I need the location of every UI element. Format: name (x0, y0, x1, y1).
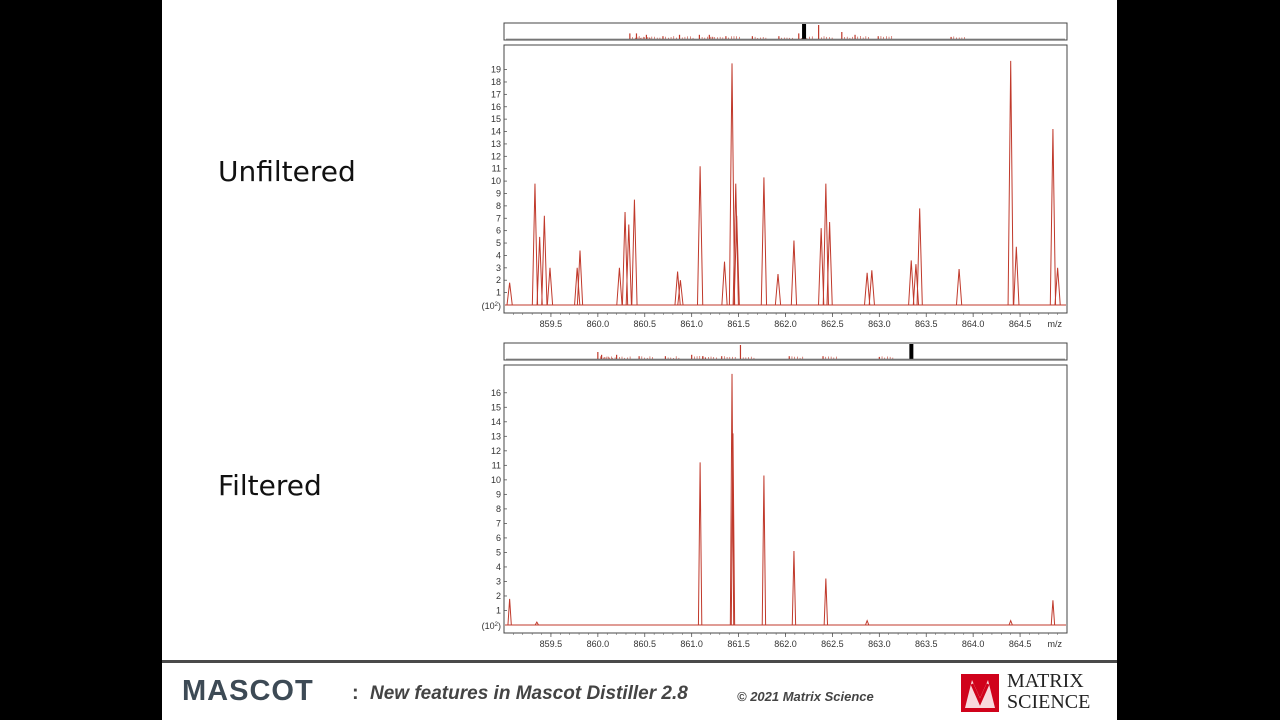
y-tick-label: 19 (491, 65, 501, 75)
mini-profile-frame (504, 23, 1067, 40)
x-axis-label: m/z (1048, 639, 1063, 649)
y-tick-label: 17 (491, 89, 501, 99)
x-tick-label: 862.0 (774, 639, 797, 649)
y-tick-label: 16 (491, 102, 501, 112)
mascot-brand: MASCOT (182, 675, 314, 708)
y-tick-label: 18 (491, 77, 501, 87)
y-tick-label: 5 (496, 547, 501, 557)
y-tick-label: 3 (496, 263, 501, 273)
matrix-science-logo-icon (961, 674, 999, 712)
footer-colon: : (352, 682, 359, 705)
matrix-science-wordmark: MATRIX SCIENCE (1007, 671, 1090, 713)
x-tick-label: 863.5 (915, 319, 938, 329)
plot-frame (504, 45, 1067, 313)
y-tick-label: 1 (496, 605, 501, 615)
y-unit-label: (102) (482, 301, 501, 311)
x-axis-label: m/z (1048, 319, 1063, 329)
footer: MASCOT : New features in Mascot Distille… (162, 660, 1117, 720)
mini-profile-window (909, 344, 913, 359)
y-tick-label: 2 (496, 275, 501, 285)
y-tick-label: 3 (496, 576, 501, 586)
x-tick-label: 863.0 (868, 319, 891, 329)
y-tick-label: 10 (491, 475, 501, 485)
x-tick-label: 863.0 (868, 639, 891, 649)
plot-frame (504, 365, 1067, 633)
y-unit-label: (102) (482, 621, 501, 631)
x-tick-label: 859.5 (540, 639, 563, 649)
y-tick-label: 9 (496, 188, 501, 198)
y-tick-label: 8 (496, 504, 501, 514)
y-tick-label: 4 (496, 562, 501, 572)
y-tick-label: 5 (496, 238, 501, 248)
y-tick-label: 9 (496, 489, 501, 499)
x-tick-label: 861.5 (727, 639, 750, 649)
logo-line-2: SCIENCE (1007, 692, 1090, 713)
slide: Unfiltered Filtered 1 2 3 4 5 6 7 8 9 10 11 12 13 14 1… (162, 0, 1117, 720)
mini-profile-window (802, 24, 806, 39)
x-tick-label: 864.5 (1009, 639, 1032, 649)
footer-title: New features in Mascot Distiller 2.8 (370, 683, 688, 705)
unfiltered-label: Unfiltered (218, 155, 356, 188)
y-tick-label: 11 (492, 460, 501, 470)
unfiltered-spectrum-chart: 12345678910111213141516171819(102)859.5 8… (474, 20, 1074, 332)
x-tick-label: 860.0 (587, 639, 610, 649)
y-tick-label: 1 (496, 288, 501, 298)
y-tick-label: 7 (496, 213, 501, 223)
x-tick-label: 860.0 (587, 319, 610, 329)
y-tick-label: 15 (491, 114, 501, 124)
filtered-spectrum-chart: 12345678910111213141516(102)859.5 860.0 86… (474, 340, 1074, 652)
copyright-notice: © 2021 Matrix Science (737, 689, 874, 704)
y-tick-label: 6 (496, 226, 501, 236)
y-tick-label: 15 (491, 402, 501, 412)
x-tick-label: 861.0 (680, 319, 703, 329)
filtered-label: Filtered (218, 469, 322, 502)
x-tick-label: 863.5 (915, 639, 938, 649)
y-tick-label: 16 (491, 388, 501, 398)
y-tick-label: 11 (492, 164, 501, 174)
y-tick-label: 13 (491, 139, 501, 149)
y-tick-label: 13 (491, 431, 501, 441)
y-tick-label: 14 (491, 417, 501, 427)
y-tick-label: 4 (496, 250, 501, 260)
y-tick-label: 7 (496, 518, 501, 528)
y-tick-label: 2 (496, 591, 501, 601)
x-tick-label: 860.5 (633, 319, 656, 329)
y-tick-label: 12 (491, 151, 501, 161)
y-tick-label: 10 (491, 176, 501, 186)
x-tick-label: 862.5 (821, 319, 844, 329)
x-tick-label: 864.0 (962, 319, 985, 329)
x-tick-label: 862.0 (774, 319, 797, 329)
y-tick-label: 14 (491, 127, 501, 137)
x-tick-label: 861.5 (727, 319, 750, 329)
y-tick-label: 6 (496, 533, 501, 543)
logo-line-1: MATRIX (1007, 671, 1090, 692)
y-tick-label: 8 (496, 201, 501, 211)
x-tick-label: 861.0 (680, 639, 703, 649)
mini-profile-frame (504, 343, 1067, 360)
x-tick-label: 860.5 (633, 639, 656, 649)
y-tick-label: 12 (491, 446, 501, 456)
x-tick-label: 864.0 (962, 639, 985, 649)
x-tick-label: 859.5 (540, 319, 563, 329)
x-tick-label: 864.5 (1009, 319, 1032, 329)
x-tick-label: 862.5 (821, 639, 844, 649)
